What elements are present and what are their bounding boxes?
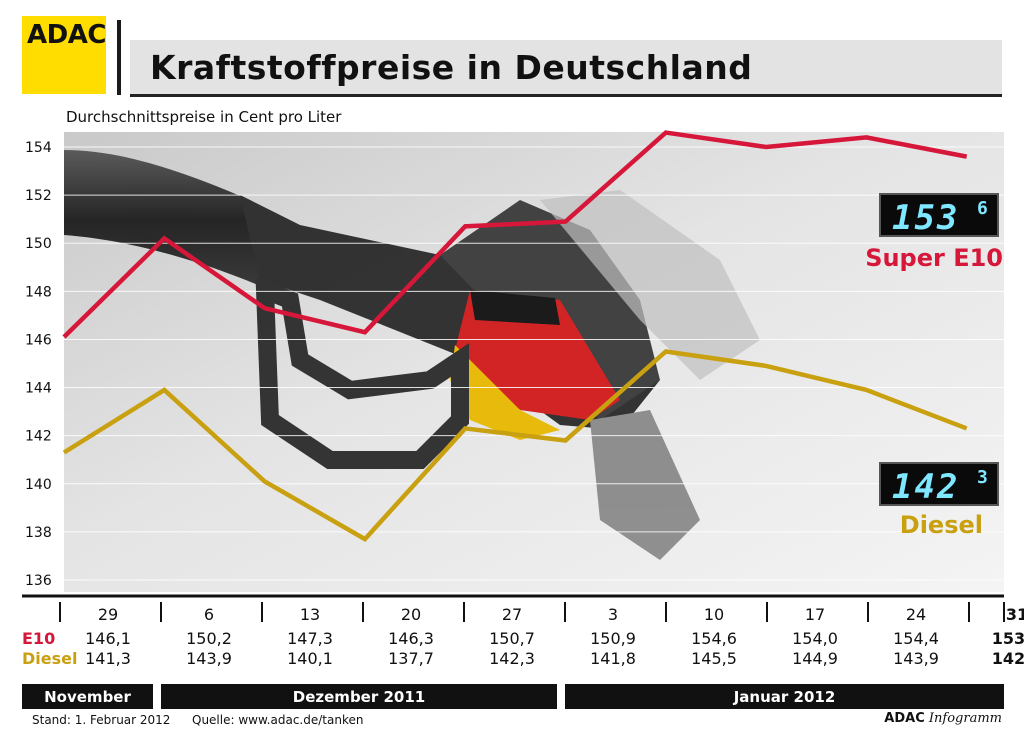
x-tick-label-29: 29	[98, 605, 118, 624]
grid-lines	[64, 146, 1004, 581]
y-tick-label-138: 138	[25, 525, 52, 541]
y-tick-label-140: 140	[25, 477, 52, 493]
y-tick-label-146: 146	[25, 332, 52, 348]
month-label-2: Januar 2012	[733, 688, 836, 706]
data-label-e10: 154,4	[893, 629, 939, 648]
adac-logo: ADAC	[22, 16, 106, 94]
display-decimal-e10: 6	[977, 198, 988, 219]
data-label-diesel: 143,9	[186, 649, 232, 668]
x-tick-label-27: 27	[502, 605, 522, 624]
month-band-2	[565, 684, 1004, 709]
data-label-e10: 150,7	[489, 629, 535, 648]
x-tick-label-6: 6	[204, 605, 214, 624]
series-line-diesel	[62, 349, 968, 542]
data-label-diesel: 141,3	[85, 649, 131, 668]
y-tick-label-154: 154	[25, 140, 52, 156]
y-tick-label-148: 148	[25, 284, 52, 300]
x-tick-label-3: 3	[608, 605, 618, 624]
data-label-diesel: 143,9	[893, 649, 939, 668]
data-label-e10: 153,6	[992, 629, 1024, 648]
page-title: Kraftstoffpreise in Deutschland	[150, 48, 753, 87]
data-label-diesel: 145,5	[691, 649, 737, 668]
display-value-e10: 153	[892, 198, 959, 238]
data-label-diesel: 141,8	[590, 649, 636, 668]
y-tick-label-150: 150	[25, 236, 52, 252]
month-bands: November Dezember 2011 Januar 2012	[22, 684, 1004, 709]
series-badges: 153 6 Super E10 142 3 Diesel	[865, 193, 1003, 539]
y-axis-ticks: 136 138 140 142 144 146 148 150 152 154	[25, 140, 52, 589]
brand-bold: ADAC	[884, 711, 925, 726]
data-label-diesel: 140,1	[287, 649, 333, 668]
x-tick-label-24: 24	[906, 605, 926, 624]
series-name-e10: Super E10	[865, 244, 1003, 272]
x-tick-label-17: 17	[805, 605, 825, 624]
data-label-diesel: 142,3	[992, 649, 1024, 668]
y-tick-label-144: 144	[25, 381, 52, 397]
row-label-diesel: Diesel	[22, 649, 77, 668]
display-decimal-diesel: 3	[977, 467, 988, 488]
data-label-diesel: 137,7	[388, 649, 434, 668]
y-tick-label-142: 142	[25, 429, 52, 445]
display-panel-diesel	[879, 462, 999, 506]
data-label-e10: 154,6	[691, 629, 737, 648]
data-label-e10: 154,0	[792, 629, 838, 648]
chart-subtitle: Durchschnittspreise in Cent pro Liter	[66, 108, 342, 126]
x-tick-label-31: 31	[1006, 605, 1024, 624]
logo-divider	[117, 20, 121, 95]
data-label-diesel: 144,9	[792, 649, 838, 668]
y-tick-label-136: 136	[25, 573, 52, 589]
data-label-diesel: 142,3	[489, 649, 535, 668]
data-label-e10: 147,3	[287, 629, 333, 648]
month-band-1	[161, 684, 557, 709]
x-tick-label-13: 13	[300, 605, 320, 624]
title-box: Kraftstoffpreise in Deutschland	[130, 40, 1002, 97]
data-label-e10: 150,2	[186, 629, 232, 648]
value-table: 29 6 13 20 27 3 10 17 24 31 E10 146,1 150,2 147,3 146,…	[22, 594, 1024, 683]
data-label-e10: 146,1	[85, 629, 131, 648]
stand-note: Stand: 1. Februar 2012	[32, 713, 171, 727]
x-tick-label-10: 10	[704, 605, 724, 624]
source-note: Quelle: www.adac.de/tanken	[192, 713, 364, 727]
display-value-diesel: 142	[892, 467, 959, 507]
series-name-diesel: Diesel	[900, 511, 983, 539]
series-lines	[62, 130, 968, 542]
month-band-0	[22, 684, 153, 709]
data-label-e10: 150,9	[590, 629, 636, 648]
month-label-1: Dezember 2011	[293, 688, 425, 706]
brand-italic: Infogramm	[928, 711, 1002, 726]
data-label-e10: 146,3	[388, 629, 434, 648]
month-label-0: November	[44, 688, 131, 706]
table-background	[22, 595, 1004, 683]
series-line-e10	[62, 130, 968, 339]
row-label-e10: E10	[22, 629, 55, 648]
display-panel-e10	[879, 193, 999, 237]
adac-infogramm-brand: ADAC Infogramm	[884, 711, 1002, 726]
x-tick-label-20: 20	[401, 605, 421, 624]
y-tick-label-152: 152	[25, 188, 52, 204]
